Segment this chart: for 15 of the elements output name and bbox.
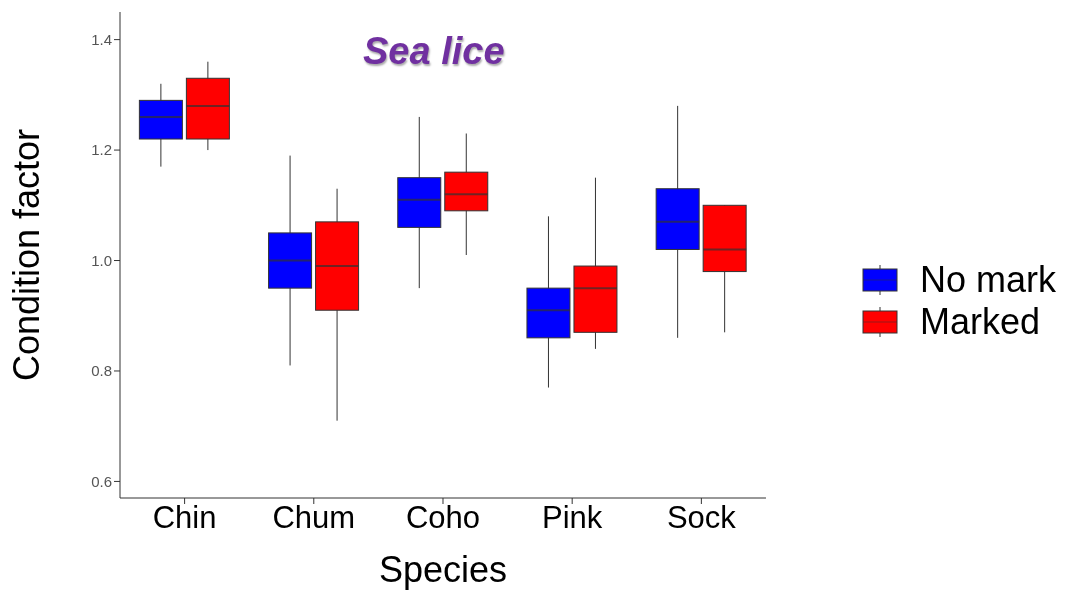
y-tick-label: 1.4 [91, 30, 112, 48]
x-tick-label: Chin [152, 500, 217, 536]
y-axis-title: Condition factor [5, 128, 47, 382]
x-axis-title: Species [378, 549, 508, 590]
y-tick-label: 0.6 [91, 472, 112, 490]
y-tick-label: 1.0 [91, 251, 112, 269]
x-tick-label: Pink [542, 500, 603, 536]
x-tick-label: Coho [405, 500, 481, 536]
text: Sea lice [363, 30, 505, 73]
legend-label: No mark [919, 259, 1056, 301]
x-tick-label: Chum [272, 500, 356, 536]
y-tick-label: 1.2 [91, 141, 112, 159]
x-tick-label: Sock [666, 500, 737, 536]
y-tick-label: 0.8 [91, 362, 112, 380]
legend-label: Marked [919, 301, 1041, 343]
